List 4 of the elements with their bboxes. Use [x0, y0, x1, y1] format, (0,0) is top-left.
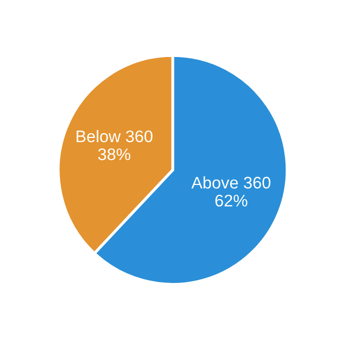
slice-label: Above 360 [191, 176, 270, 189]
slice-label: Below 360 [76, 130, 152, 142]
data-label: 38% [98, 148, 130, 160]
data-label: 62% [215, 194, 248, 207]
